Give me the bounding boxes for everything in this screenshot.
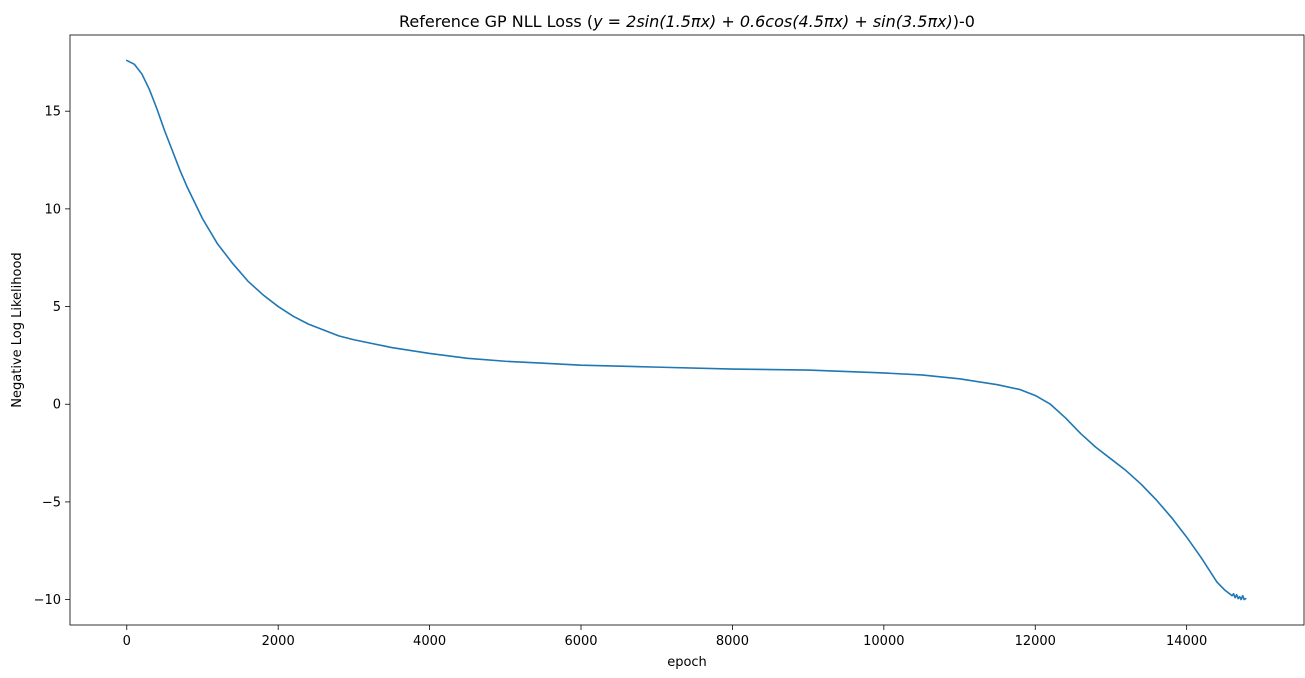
x-axis-label: epoch — [667, 655, 707, 670]
chart-title-math: y = 2sin(1.5πx) + 0.6cos(4.5πx) + sin(3.… — [592, 12, 953, 31]
x-tick-label: 14000 — [1166, 634, 1207, 649]
x-tick-label: 4000 — [413, 634, 446, 649]
x-axis-ticks: 0 2000 4000 6000 8000 10000 12000 14000 — [123, 625, 1207, 649]
y-axis-label: Negative Log Likelihood — [10, 252, 25, 407]
chart-title: Reference GP NLL Loss (y = 2sin(1.5πx) +… — [399, 12, 975, 31]
x-tick-label: 2000 — [262, 634, 295, 649]
x-tick-label: 8000 — [716, 634, 749, 649]
y-tick-label: 0 — [53, 398, 61, 413]
y-tick-label: 15 — [44, 105, 61, 120]
series-layer — [125, 59, 1247, 601]
x-tick-label: 0 — [123, 634, 131, 649]
y-tick-label: −5 — [42, 495, 61, 510]
y-tick-label: −10 — [34, 593, 61, 608]
y-axis-ticks: −10 −5 0 5 10 15 — [34, 105, 70, 608]
chart-title-prefix: Reference GP NLL Loss ( — [399, 12, 593, 31]
plot-area-frame — [69, 34, 1305, 626]
x-tick-label: 12000 — [1015, 634, 1056, 649]
nll-loss-series-line — [125, 59, 1247, 601]
y-tick-label: 5 — [53, 300, 61, 315]
x-tick-label: 10000 — [863, 634, 904, 649]
y-tick-label: 10 — [44, 202, 61, 217]
x-tick-label: 6000 — [564, 634, 597, 649]
chart-title-suffix: )-0 — [953, 12, 975, 31]
